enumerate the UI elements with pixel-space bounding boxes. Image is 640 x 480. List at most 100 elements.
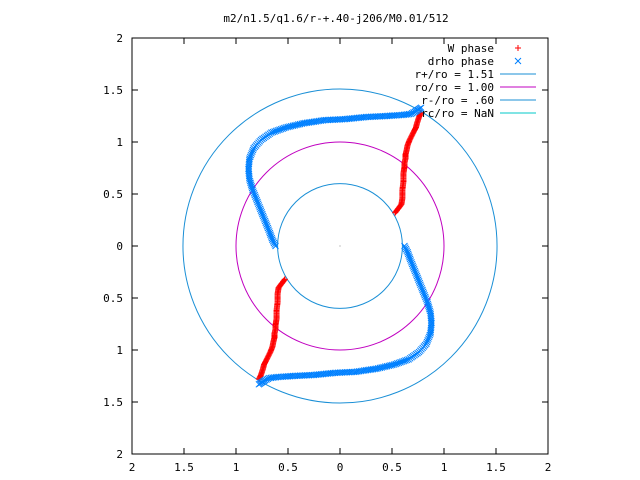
data-point [254,200,262,208]
data-point [255,202,263,209]
data-point [421,293,429,301]
data-point [256,205,264,213]
reference-circle [235,141,445,351]
data-point [406,255,414,263]
data-point [253,196,261,204]
data-point [264,224,272,232]
data-point [263,221,270,228]
data-point [250,189,258,197]
x-tick-label: 1 [233,461,240,474]
legend-label: r-/ro = .60 [421,94,494,107]
data-point [412,269,419,277]
data-point [415,278,423,285]
data-point [420,290,428,297]
data-point [416,279,424,287]
data-point [425,333,433,341]
data-point [266,229,274,237]
data-series [245,104,435,388]
data-point [246,155,253,162]
data-point [417,283,425,290]
data-point [254,198,261,206]
legend-label: drho phase [428,55,494,68]
data-point [265,226,272,234]
legend-marker [515,45,521,51]
data-point [256,203,263,211]
data-point [262,219,270,227]
x-tick-label: 1.5 [174,461,194,474]
data-point [424,336,432,344]
chart-title: m2/n1.5/q1.6/r-+.40-j206/M0.01/512 [223,12,448,25]
data-point [251,191,259,199]
y-tick-label: 2 [116,32,123,45]
axis-tick-labels: 2 1.5 1 0.5 0 0.5 1 1.5 221.510.500.511.52 [103,32,551,474]
data-point [263,222,271,230]
data-point [252,195,260,202]
legend-label: rc/ro = NaN [421,107,494,120]
data-point [417,104,425,112]
data-point [410,264,417,271]
data-point [414,276,422,283]
reference-circle [277,183,403,309]
data-point [260,214,268,221]
data-point [422,295,430,303]
data-point [258,209,266,216]
x-tick-label: 2 [545,461,552,474]
data-point [408,260,416,268]
data-point [407,257,415,264]
data-point [423,338,431,346]
x-tick-label: 0.5 [278,461,298,474]
data-point [411,267,419,275]
y-tick-label: 1 [116,344,123,357]
reference-circles [182,88,498,404]
x-tick-label: 2 [129,461,136,474]
legend-label: ro/ro = 1.00 [415,81,494,94]
y-tick-label: 1.5 [103,84,123,97]
data-point [249,146,257,154]
data-point [425,335,432,342]
data-point [408,258,415,266]
legend-label: r+/ro = 1.51 [415,68,494,81]
legend-label: W phase [448,42,494,55]
y-tick-label: 1 [116,136,123,149]
origin-dot [339,245,341,247]
data-point [261,215,268,223]
data-point [252,193,259,201]
data-point [427,330,434,337]
data-point [421,291,428,299]
data-point [246,153,254,161]
y-tick-label: 2 [116,448,123,461]
data-point [255,380,263,388]
data-point [259,212,267,220]
x-tick-label: 1 [441,461,448,474]
reference-circle [182,88,498,404]
legend-marker [514,57,522,65]
y-tick-label: 0.5 [103,292,123,305]
x-tick-label: 0 [337,461,344,474]
data-point [409,262,417,270]
data-point [414,274,422,282]
data-point [426,331,434,339]
data-point [248,150,255,157]
data-point [248,148,256,156]
w-phase-series [255,109,425,383]
x-tick-label: 1.5 [486,461,506,474]
data-point [419,286,426,294]
data-point [417,281,424,289]
y-tick-label: 0 [116,240,123,253]
data-point [410,265,418,273]
y-tick-label: 1.5 [103,396,123,409]
data-point [261,217,269,225]
drho-phase-series [245,104,435,388]
data-point [265,228,273,235]
x-tick-label: 0.5 [382,461,402,474]
data-point [412,271,420,278]
y-tick-label: 0.5 [103,188,123,201]
data-point [257,207,265,214]
data-point [247,151,255,159]
data-point [258,210,266,218]
data-point [418,284,426,292]
data-point [419,288,427,296]
data-point [413,272,421,280]
